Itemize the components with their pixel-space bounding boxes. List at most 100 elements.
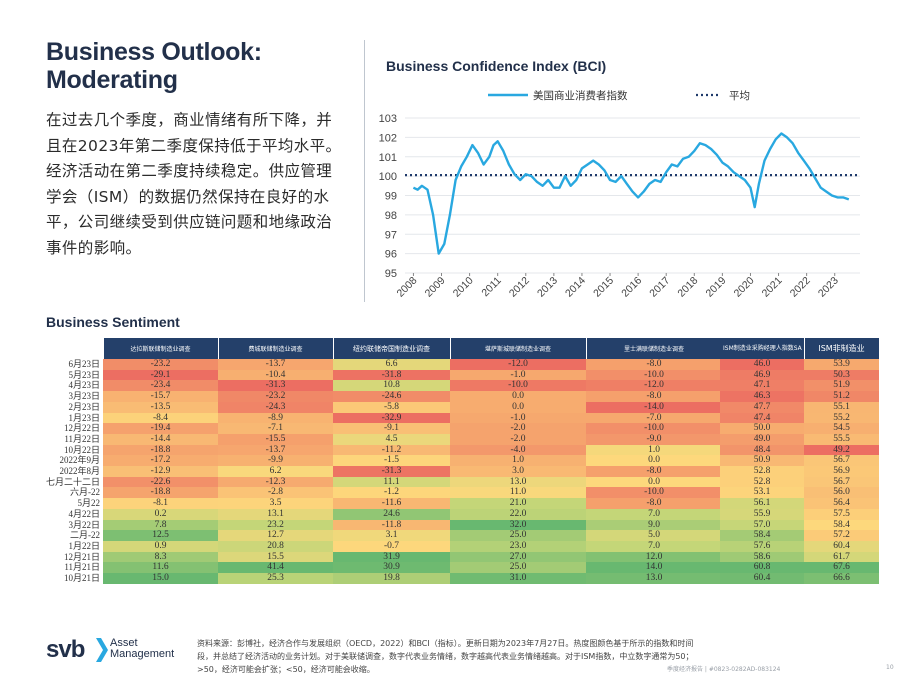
ism-cell: 53.9 — [804, 359, 879, 370]
x-tick-label: 2019 — [703, 275, 728, 300]
table-cell: -10.0 — [586, 487, 723, 499]
table-cell: 14.0 — [586, 562, 723, 574]
ism-table: ISM制造业采购经理人指数SA ISM非制造业 46.0 53.9 46.9 50.3 4… — [720, 338, 880, 584]
x-tick-label: 2023 — [816, 275, 841, 300]
table-cell: 7.0 — [586, 540, 723, 552]
row-label: 六月-22 — [46, 487, 104, 499]
table-cell: -1.0 — [450, 412, 587, 424]
table-cell: -12.9 — [103, 466, 219, 477]
table-cell: 30.9 — [333, 562, 451, 574]
table-cell: -19.4 — [103, 423, 219, 434]
ism-cell: 56.9 — [804, 466, 879, 477]
ism-row: 50.0 54.5 — [720, 423, 879, 434]
table-cell: -8.0 — [586, 359, 723, 370]
ism-row: 58.4 57.2 — [720, 530, 879, 541]
table-cell: -8.0 — [586, 466, 723, 477]
row-label: 11月22日 — [46, 433, 104, 445]
x-tick-label: 2008 — [395, 275, 420, 300]
x-tick-label: 2021 — [760, 275, 785, 300]
summary-text: 在过去几个季度，商业情绪有所下降，并且在2023年第二季度保持低于平均水平。经济… — [46, 111, 342, 257]
ism-cell: 61.7 — [804, 551, 879, 563]
table-cell: 11.0 — [450, 487, 587, 499]
table-cell: -31.8 — [333, 369, 451, 381]
table-cell: -4.0 — [450, 444, 587, 456]
ism-row: 46.3 51.2 — [720, 391, 879, 402]
ism-cell: 47.1 — [720, 380, 804, 392]
row-label: 3月22日 — [46, 519, 104, 531]
table-cell: 31.0 — [450, 573, 587, 584]
ism-row: 47.4 55.2 — [720, 412, 879, 424]
ism-row: 47.7 55.1 — [720, 401, 879, 413]
table-cell: 7.8 — [103, 519, 219, 531]
table-row: 1月22日 0.9 20.8 -0.7 23.0 7.0 — [46, 540, 723, 552]
table-cell: 1.0 — [586, 444, 723, 456]
ism-row: 52.8 56.7 — [720, 476, 879, 488]
logo-line1: Asset — [110, 637, 138, 649]
row-label: 11月21日 — [46, 562, 104, 574]
vertical-divider — [364, 40, 365, 302]
table-cell: -31.3 — [218, 380, 334, 392]
table-cell: 3.5 — [218, 498, 334, 509]
table-cell: 6.6 — [333, 359, 451, 370]
table-cell: 24.6 — [333, 508, 451, 520]
y-tick-label: 100 — [379, 171, 397, 183]
table-cell: 13.1 — [218, 508, 334, 520]
column-header: 堪萨斯城联储制造业调查 — [450, 338, 587, 359]
ism-cell: 48.4 — [720, 444, 804, 456]
table-cell: -11.2 — [333, 444, 451, 456]
ism-cell: 58.4 — [804, 519, 879, 531]
ism-cell: 58.4 — [720, 530, 804, 541]
table-cell: -10.0 — [586, 369, 723, 381]
table-cell: -1.0 — [450, 369, 587, 381]
ism-cell: 53.1 — [720, 487, 804, 499]
x-tick-label: 2014 — [563, 275, 588, 300]
column-header: 纽约联储帝国制造业调查 — [333, 338, 451, 359]
table-cell: 0.9 — [103, 540, 219, 552]
table-row: 5月23日 -29.1 -10.4 -31.8 -1.0 -10.0 — [46, 369, 723, 381]
table-cell: 10.8 — [333, 380, 451, 392]
ism-row: 57.0 58.4 — [720, 519, 879, 531]
ism-cell: 49.2 — [804, 444, 879, 456]
table-cell: 11.6 — [103, 562, 219, 574]
x-tick-label: 2011 — [479, 275, 504, 300]
y-tick-label: 103 — [379, 113, 397, 125]
table-cell: -14.0 — [586, 401, 723, 413]
ism-cell: 50.0 — [720, 423, 804, 434]
table-cell: 21.0 — [450, 498, 587, 509]
ism-cell: 55.1 — [804, 401, 879, 413]
ism-cell: 57.2 — [804, 530, 879, 541]
table-cell: 27.0 — [450, 551, 587, 563]
ism-cell: 55.5 — [804, 433, 879, 445]
page-title-line1: Business Outlook: — [46, 38, 262, 66]
row-label: 5月23日 — [46, 369, 104, 381]
table-cell: 0.0 — [586, 476, 723, 488]
table-cell: 15.5 — [218, 551, 334, 563]
x-tick-label: 2015 — [591, 275, 616, 300]
table-cell: -12.0 — [450, 359, 587, 370]
ism-cell: 46.3 — [720, 391, 804, 402]
ism-cell: 60.4 — [804, 540, 879, 552]
table-cell: 0.2 — [103, 508, 219, 520]
row-label: 4月22日 — [46, 508, 104, 520]
table-cell: -15.5 — [218, 433, 334, 445]
row-label: 6月23日 — [46, 359, 104, 370]
table-row: 3月23日 -15.7 -23.2 -24.6 0.0 -8.0 — [46, 391, 723, 402]
ism-cell: 50.3 — [804, 369, 879, 381]
table-cell: -29.1 — [103, 369, 219, 381]
legend-label-bci: 美国商业消费者指数 — [533, 89, 628, 102]
column-header: 达拉斯联储制造业调查 — [103, 338, 219, 359]
ism-cell: 55.2 — [804, 412, 879, 424]
ism-cell: 54.5 — [804, 423, 879, 434]
y-tick-label: 95 — [385, 268, 397, 280]
table-cell: 12.7 — [218, 530, 334, 541]
logo-text: Asset Management — [110, 638, 174, 660]
table-cell: -12.3 — [218, 476, 334, 488]
ism-cell: 55.9 — [720, 508, 804, 520]
page-title-line2: Moderating — [46, 66, 178, 94]
x-tick-label: 2009 — [423, 275, 448, 300]
table-cell: -24.3 — [218, 401, 334, 413]
table-cell: -7.1 — [218, 423, 334, 434]
table-cell: 1.0 — [450, 455, 587, 467]
table-cell: -8.1 — [103, 498, 219, 509]
table-row: 11月22日 -14.4 -15.5 4.5 -2.0 -9.0 — [46, 433, 723, 445]
